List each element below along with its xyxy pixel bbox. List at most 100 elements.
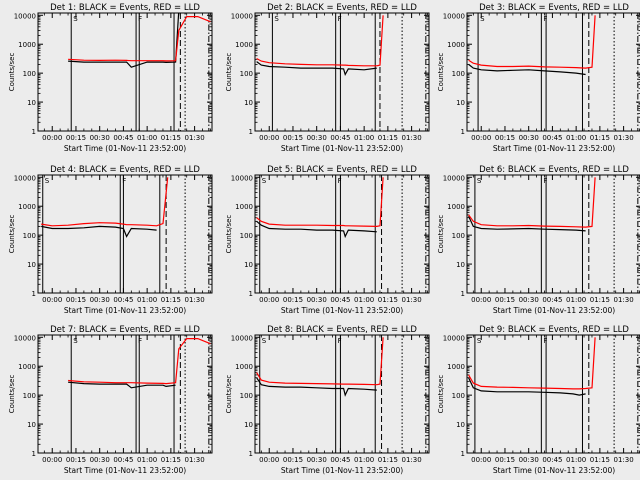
- marker-label-f: F: [543, 15, 547, 23]
- series-lld-line: [68, 16, 211, 62]
- y-tick-label: 10000: [231, 12, 253, 20]
- x-tick-label: 01:15: [378, 134, 398, 142]
- y-tick-label: 10: [27, 99, 36, 107]
- x-tick-label: 01:00: [566, 296, 586, 304]
- y-tick-label: 10: [244, 99, 253, 107]
- x-tick-label: 00:45: [113, 296, 133, 304]
- x-tick-label: 00:30: [307, 134, 327, 142]
- y-tick-label: 100: [23, 232, 36, 240]
- y-tick-label: 10: [456, 421, 465, 429]
- y-axis-label: Counts/sec: [8, 53, 16, 92]
- y-tick-label: 1000: [235, 363, 253, 371]
- x-tick-label: 00:30: [519, 456, 539, 464]
- x-tick-label: 01:00: [137, 296, 157, 304]
- series-lld-line: [41, 177, 169, 227]
- y-tick-label: 10: [27, 261, 36, 269]
- y-tick-label: 1: [249, 450, 253, 458]
- x-tick-label: 01:15: [161, 134, 181, 142]
- panel-title: Det 5: BLACK = Events, RED = LLD: [267, 165, 417, 175]
- x-tick-label: 00:45: [330, 456, 350, 464]
- x-tick-label: 00:00: [471, 456, 491, 464]
- y-tick-label: 10000: [231, 334, 253, 342]
- y-tick-label: 10: [244, 261, 253, 269]
- y-tick-label: 1000: [18, 203, 36, 211]
- x-tick-label: 01:00: [354, 456, 374, 464]
- x-tick-label: 00:30: [519, 134, 539, 142]
- x-axis-label: Start Time (01-Nov-11 23:52:00): [64, 144, 186, 153]
- y-tick-label: 1: [249, 290, 253, 298]
- y-tick-label: 100: [23, 70, 36, 78]
- x-tick-label: 00:15: [283, 296, 303, 304]
- y-tick-label: 1: [461, 290, 465, 298]
- y-tick-label: 10000: [14, 334, 36, 342]
- marker-label-f: F: [338, 15, 342, 23]
- chart-panel-8: Det 8: BLACK = Events, RED = LLD Counts/s…: [225, 325, 430, 475]
- series-events-line: [468, 377, 586, 396]
- plot-frame: [254, 12, 430, 132]
- x-axis-label: Start Time (01-Nov-11 23:52:00): [281, 466, 403, 475]
- series-lld-line: [256, 15, 384, 67]
- y-axis-label: Counts/sec: [437, 375, 445, 414]
- series-lld-line: [68, 338, 211, 385]
- x-tick-label: 00:45: [113, 134, 133, 142]
- y-axis-label: Counts/sec: [225, 215, 233, 254]
- x-tick-label: 00:45: [113, 456, 133, 464]
- series-events-line: [256, 377, 377, 397]
- panel-title: Det 4: BLACK = Events, RED = LLD: [50, 165, 200, 175]
- y-axis-label: Counts/sec: [437, 53, 445, 92]
- y-axis-label: Counts/sec: [8, 215, 16, 254]
- panel-title: Det 3: BLACK = Events, RED = LLD: [479, 3, 629, 13]
- x-tick-label: 00:30: [307, 456, 327, 464]
- y-tick-label: 1: [249, 128, 253, 136]
- x-tick-label: 00:15: [66, 296, 86, 304]
- y-tick-label: 1: [461, 450, 465, 458]
- y-tick-label: 100: [452, 232, 465, 240]
- y-tick-label: 100: [23, 392, 36, 400]
- panel-title: Det 1: BLACK = Events, RED = LLD: [50, 3, 200, 13]
- series-lines: [256, 177, 384, 239]
- x-tick-label: 00:15: [283, 134, 303, 142]
- y-tick-label: 100: [240, 70, 253, 78]
- chart-panel-1: Det 1: BLACK = Events, RED = LLD Counts/s…: [8, 3, 213, 153]
- x-tick-label: 01:30: [402, 134, 422, 142]
- series-lines: [468, 15, 596, 76]
- x-tick-label: 01:30: [614, 134, 634, 142]
- x-tick-label: 00:15: [283, 456, 303, 464]
- x-tick-label: 00:00: [42, 134, 62, 142]
- y-tick-label: 100: [240, 232, 253, 240]
- plot-frame: [37, 174, 213, 294]
- x-tick-label: 00:15: [495, 456, 515, 464]
- x-tick-label: 00:15: [495, 134, 515, 142]
- marker-label-f: F: [543, 337, 547, 345]
- chart-panel-3: Det 3: BLACK = Events, RED = LLD Counts/s…: [437, 3, 640, 153]
- series-lines: [41, 177, 169, 238]
- series-lines: [256, 337, 384, 397]
- marker-label-s: S: [73, 337, 78, 345]
- x-tick-label: 01:00: [137, 456, 157, 464]
- x-tick-label: 01:15: [590, 296, 610, 304]
- y-tick-label: 1: [32, 290, 36, 298]
- plot-frame: [254, 334, 430, 454]
- x-tick-label: 01:30: [185, 296, 205, 304]
- x-tick-label: 00:00: [259, 134, 279, 142]
- marker-label-s: S: [73, 15, 78, 23]
- x-axis-label: Start Time (01-Nov-11 23:52:00): [493, 306, 615, 315]
- series-events-line: [468, 215, 586, 232]
- series-lld-line: [256, 177, 384, 228]
- x-tick-label: 01:30: [402, 456, 422, 464]
- x-tick-label: 01:15: [161, 456, 181, 464]
- x-tick-label: 00:45: [542, 296, 562, 304]
- marker-label-f: F: [138, 15, 142, 23]
- series-lines: [68, 338, 211, 389]
- series-lld-line: [468, 177, 596, 228]
- x-tick-label: 00:30: [90, 296, 110, 304]
- marker-label-s: S: [274, 15, 279, 23]
- x-tick-label: 00:00: [42, 296, 62, 304]
- y-tick-label: 10000: [443, 334, 465, 342]
